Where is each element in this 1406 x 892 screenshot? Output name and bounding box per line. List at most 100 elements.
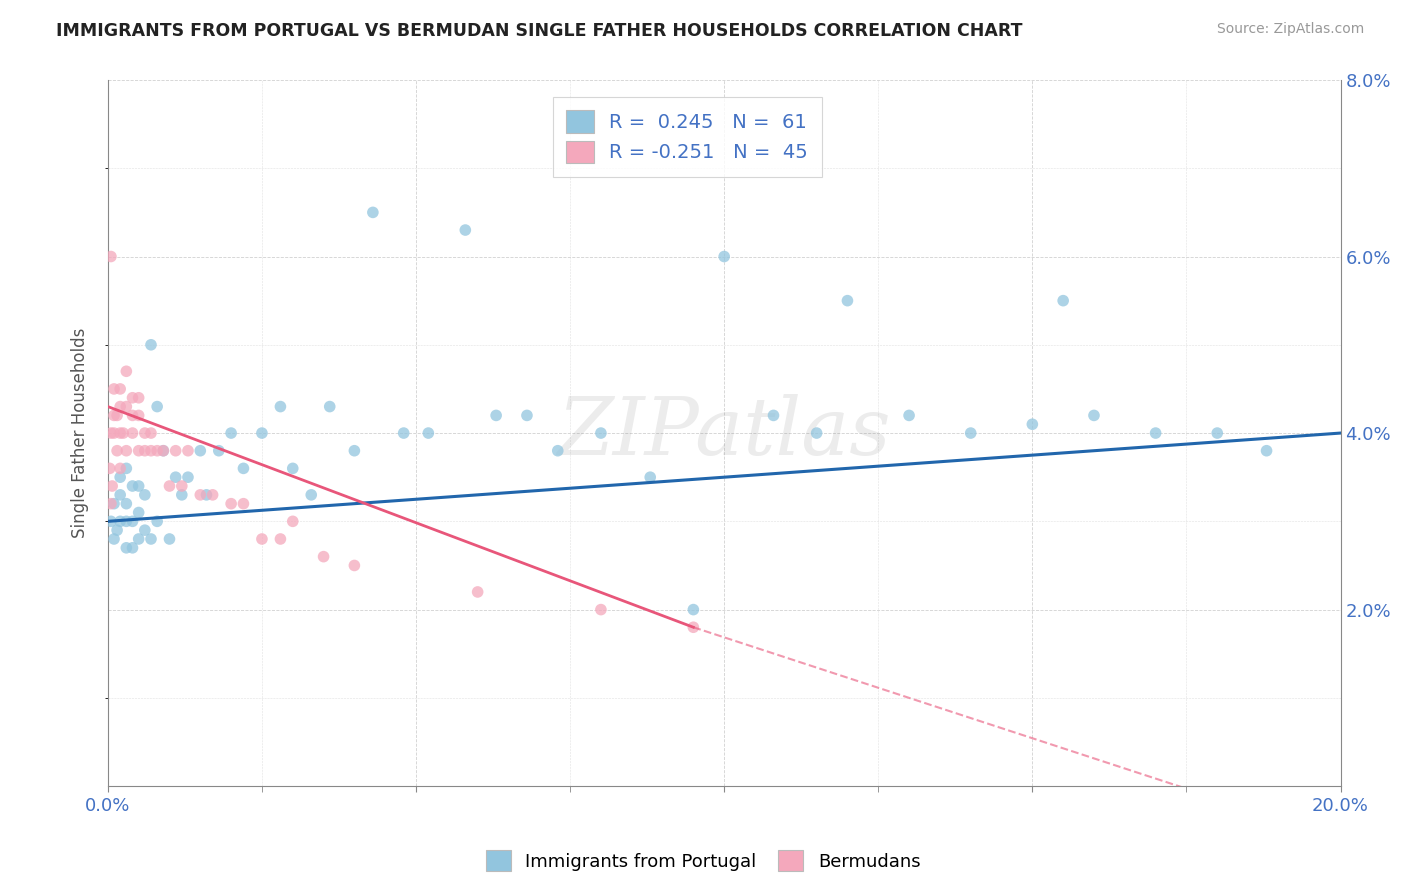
Point <box>418 425 440 440</box>
Point <box>139 532 162 546</box>
Point <box>1206 425 1229 440</box>
Point <box>454 223 477 237</box>
Point <box>208 443 231 458</box>
Point <box>128 443 150 458</box>
Point <box>806 425 828 440</box>
Point <box>152 443 174 458</box>
Point <box>312 549 335 564</box>
Point <box>139 338 162 352</box>
Point <box>101 479 124 493</box>
Point <box>128 506 150 520</box>
Point <box>108 488 131 502</box>
Point <box>115 364 138 378</box>
Point <box>392 425 415 440</box>
Point <box>762 409 785 423</box>
Point <box>959 425 981 440</box>
Point <box>103 409 125 423</box>
Point <box>121 409 143 423</box>
Point <box>682 620 704 634</box>
Point <box>100 514 122 528</box>
Point <box>100 425 122 440</box>
Point <box>589 602 612 616</box>
Point <box>170 479 193 493</box>
Point <box>269 532 291 546</box>
Point <box>1052 293 1074 308</box>
Point <box>170 488 193 502</box>
Point <box>105 443 128 458</box>
Point <box>250 532 273 546</box>
Point <box>319 400 342 414</box>
Point <box>232 461 254 475</box>
Point <box>108 382 131 396</box>
Point <box>195 488 218 502</box>
Point <box>115 443 138 458</box>
Text: Source: ZipAtlas.com: Source: ZipAtlas.com <box>1216 22 1364 37</box>
Point <box>547 443 569 458</box>
Point <box>188 488 211 502</box>
Point <box>103 382 125 396</box>
Point <box>115 497 138 511</box>
Point <box>1021 417 1043 432</box>
Point <box>898 409 921 423</box>
Point <box>128 479 150 493</box>
Point <box>134 523 156 537</box>
Point <box>134 443 156 458</box>
Point <box>516 409 538 423</box>
Point <box>281 461 304 475</box>
Point <box>343 443 366 458</box>
Point <box>1083 409 1105 423</box>
Point <box>115 400 138 414</box>
Point <box>177 443 200 458</box>
Point <box>589 425 612 440</box>
Point <box>837 293 859 308</box>
Point <box>201 488 224 502</box>
Point <box>121 425 143 440</box>
Point <box>115 514 138 528</box>
Point <box>112 425 135 440</box>
Point <box>105 409 128 423</box>
Point <box>121 514 143 528</box>
Point <box>128 409 150 423</box>
Point <box>1144 425 1167 440</box>
Point <box>100 250 122 264</box>
Point <box>152 443 174 458</box>
Point <box>108 470 131 484</box>
Point <box>146 400 169 414</box>
Point <box>100 497 122 511</box>
Point <box>115 461 138 475</box>
Point <box>103 425 125 440</box>
Point <box>159 532 181 546</box>
Point <box>105 523 128 537</box>
Point <box>139 443 162 458</box>
Point <box>128 391 150 405</box>
Legend: Immigrants from Portugal, Bermudans: Immigrants from Portugal, Bermudans <box>478 843 928 879</box>
Point <box>165 470 187 484</box>
Text: IMMIGRANTS FROM PORTUGAL VS BERMUDAN SINGLE FATHER HOUSEHOLDS CORRELATION CHART: IMMIGRANTS FROM PORTUGAL VS BERMUDAN SIN… <box>56 22 1022 40</box>
Point <box>638 470 661 484</box>
Point <box>159 479 181 493</box>
Point <box>139 425 162 440</box>
Point <box>121 541 143 555</box>
Point <box>128 532 150 546</box>
Point <box>343 558 366 573</box>
Point <box>250 425 273 440</box>
Point <box>682 602 704 616</box>
Point <box>1256 443 1278 458</box>
Point <box>108 461 131 475</box>
Point <box>121 479 143 493</box>
Point <box>108 425 131 440</box>
Point <box>103 497 125 511</box>
Y-axis label: Single Father Households: Single Father Households <box>72 328 89 538</box>
Point <box>269 400 291 414</box>
Point <box>108 514 131 528</box>
Point <box>232 497 254 511</box>
Point <box>299 488 322 502</box>
Point <box>108 400 131 414</box>
Point <box>177 470 200 484</box>
Point <box>713 250 735 264</box>
Point <box>146 514 169 528</box>
Legend: R =  0.245   N =  61, R = -0.251   N =  45: R = 0.245 N = 61, R = -0.251 N = 45 <box>553 96 821 177</box>
Point <box>134 488 156 502</box>
Point <box>485 409 508 423</box>
Point <box>121 391 143 405</box>
